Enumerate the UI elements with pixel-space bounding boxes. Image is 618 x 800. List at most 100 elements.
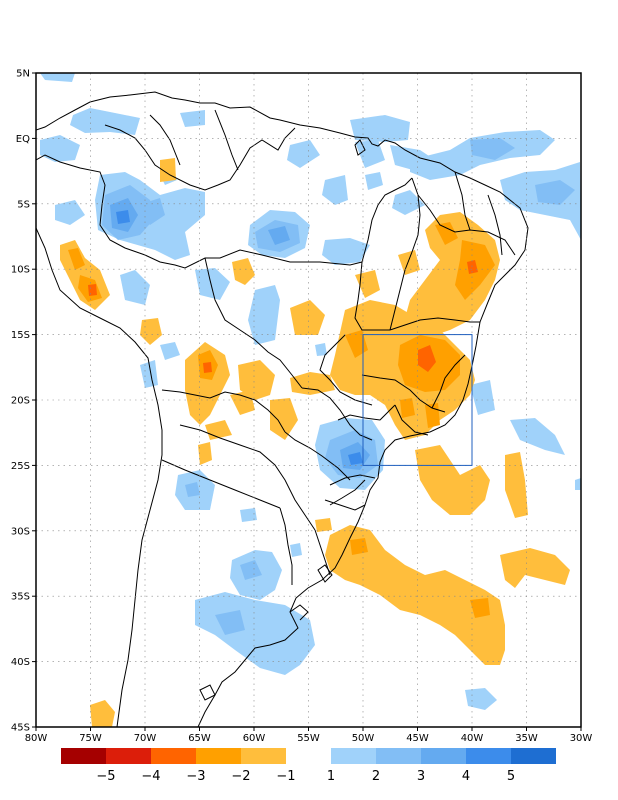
orange-region (185, 342, 230, 425)
orange-region-2 (345, 330, 368, 358)
blue-region (120, 270, 150, 305)
lon-tick-label: 60W (243, 733, 266, 744)
lat-tick-label: 30S (11, 526, 30, 537)
state-border (337, 404, 396, 421)
orange-region (60, 240, 110, 310)
orange-region (325, 525, 505, 665)
blue-region (180, 110, 205, 127)
colorbar-swatch-pos (331, 748, 376, 764)
blue-region (287, 140, 320, 168)
blue-region (315, 343, 327, 356)
colorbar-swatch-neg (106, 748, 151, 764)
colorbar-swatch-neg (241, 748, 286, 764)
river-estuary (289, 604, 309, 621)
colorbar: −5 −4 −3 −2 −1 1 2 3 4 5 (61, 748, 556, 784)
country-border (36, 154, 363, 269)
lon-tick-label: 70W (134, 733, 157, 744)
colorbar-label: 3 (417, 769, 425, 784)
colorbar-swatch-pos (466, 748, 511, 764)
orange-region (505, 452, 528, 518)
orange-region-3 (88, 284, 97, 296)
blue-region (365, 172, 383, 190)
country-border (161, 459, 281, 509)
orange-region-2 (470, 598, 490, 618)
state-border (487, 194, 503, 256)
country-border (301, 387, 373, 441)
state-border (319, 334, 373, 406)
state-border (361, 177, 413, 263)
orange-region (238, 360, 275, 400)
blue-region (355, 140, 385, 168)
colorbar-swatch-neg (196, 748, 241, 764)
colorbar-label: −4 (141, 769, 160, 784)
highlight-box (362, 334, 473, 466)
lon-tick-label: 30W (570, 733, 593, 744)
colorbar-swatch-pos (376, 748, 421, 764)
blue-region (392, 190, 425, 215)
island (354, 139, 366, 156)
blue-region (575, 478, 581, 490)
blue-region-4 (348, 452, 363, 465)
longitude-axis: 80W 75W 70W 65W 60W 55W 50W 45W 40W 35W 30W (25, 727, 593, 744)
orange-region-3 (467, 260, 478, 274)
lat-tick-label: 10S (11, 265, 30, 276)
blue-region-2 (215, 610, 245, 635)
orange-region (290, 372, 335, 395)
orange-region (90, 700, 115, 727)
orange-region (198, 442, 212, 465)
blue-region-2 (185, 482, 200, 497)
blue-region (510, 418, 565, 455)
colorbar-label: −1 (276, 769, 295, 784)
blue-region-3 (268, 226, 290, 245)
colorbar-label: −3 (186, 769, 205, 784)
blue-region (470, 380, 495, 415)
state-border (454, 171, 471, 231)
state-border (389, 317, 480, 331)
colorbar-swatch-neg (151, 748, 196, 764)
country-border (279, 507, 293, 585)
orange-region (140, 318, 162, 345)
orange-region (232, 258, 255, 285)
blue-region (465, 688, 497, 710)
orange-region (270, 398, 298, 440)
lon-tick-label: 45W (406, 733, 429, 744)
state-border (411, 177, 421, 253)
positive-anomaly-regions-4 (116, 210, 363, 465)
latitude-axis: 5N EQ 5S 10S 15S 20S 25S 30S 35S 40S 45S (11, 69, 36, 734)
blue-region (55, 200, 85, 225)
orange-region (415, 445, 490, 515)
country-border (179, 424, 316, 531)
lon-tick-label: 35W (515, 733, 538, 744)
orange-region (355, 270, 380, 298)
colorbar-label: −2 (231, 769, 250, 784)
orange-region (500, 548, 570, 588)
blue-region-2 (470, 138, 515, 160)
blue-region (350, 115, 410, 142)
lat-tick-label: 5S (17, 199, 30, 210)
negative-anomaly-regions-2 (68, 222, 495, 618)
state-border (324, 499, 366, 511)
blue-region (240, 508, 257, 522)
state-border (354, 261, 390, 331)
anomaly-shading (40, 73, 581, 727)
lat-tick-label: 35S (11, 592, 30, 603)
orange-region-2 (350, 538, 368, 555)
continent-coastline (36, 91, 529, 727)
colorbar-label: 1 (327, 769, 335, 784)
blue-region (322, 175, 348, 205)
lat-tick-label: EQ (16, 134, 30, 145)
state-border (431, 354, 466, 409)
orange-region (398, 250, 420, 275)
lat-tick-label: 5N (16, 69, 30, 80)
blue-region-4 (116, 210, 130, 224)
lat-tick-label: 25S (11, 461, 30, 472)
orange-region-2 (68, 248, 85, 270)
lat-tick-label: 20S (11, 396, 30, 407)
blue-region (140, 360, 158, 388)
orange-region-2 (435, 222, 458, 245)
negative-anomaly-regions-3 (88, 260, 478, 373)
state-border (389, 251, 413, 331)
blue-region (322, 238, 370, 265)
blue-region (290, 543, 302, 557)
